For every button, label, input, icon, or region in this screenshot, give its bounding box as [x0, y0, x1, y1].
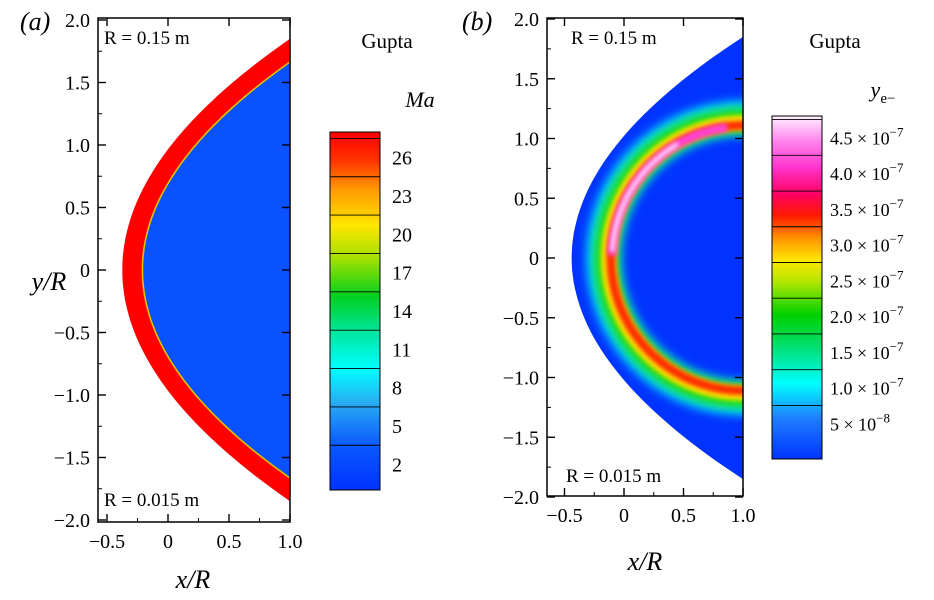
panel-b-colorbar-frame [771, 115, 823, 460]
y-tick-label: −0.5 [54, 323, 90, 345]
panel-a-colorbar [330, 132, 380, 490]
y-tick-label: 1.5 [514, 69, 539, 91]
panel-a-field [122, 20, 291, 520]
colorbar-tick-mantissa: 1.0 × 10 [830, 379, 890, 399]
y-tick-label: −0.5 [503, 308, 539, 330]
y-tick-label: 2.0 [65, 10, 90, 32]
colorbar-tick-mantissa: 4.0 × 10 [830, 164, 890, 184]
panel-a-method-label: Gupta [361, 29, 413, 53]
x-tick-label: −0.5 [546, 505, 582, 527]
panel-a-colorbar-frame [329, 131, 381, 491]
y-tick-label: −2.0 [54, 510, 90, 532]
colorbar-tick-exponent: −7 [890, 339, 904, 354]
panel-b-axes: 2.0 1.5 1.0 0.5 0 −0.5 −1.0 −1.5 −2.0 −0.5 0 0.5 1.0 [503, 9, 756, 527]
colorbar-tick-label: 23 [392, 186, 412, 208]
panel-a-ylabel: y/R [29, 267, 67, 296]
colorbar-tick-mantissa: 2.0 × 10 [830, 307, 890, 327]
colorbar-tick-label: 4.5 × 10−7 [830, 124, 904, 148]
panel-a-axes: 2.01.51.00.50−0.5−1.0−1.5−2.0−0.5 0 0.5 1.0 [54, 10, 303, 553]
colorbar-title-subscript: e− [880, 91, 895, 107]
panel-a-xlabel: x/R [175, 565, 211, 594]
colorbar-tick-label: 5 × 10−8 [830, 410, 890, 434]
colorbar-tick-exponent: −8 [876, 410, 890, 425]
colorbar-tick-label: 8 [392, 378, 402, 400]
colorbar-tick-label: 2.0 × 10−7 [830, 303, 904, 327]
colorbar-tick-exponent: −7 [890, 375, 904, 390]
colorbar-tick-mantissa: 5 × 10 [830, 414, 876, 434]
colorbar-tick-mantissa: 3.5 × 10 [830, 200, 890, 220]
x-tick-label: 0 [163, 531, 173, 553]
colorbar-tick-label: 14 [392, 301, 412, 323]
x-tick-label: 0.5 [217, 531, 242, 553]
y-tick-label: 0.5 [65, 198, 90, 220]
panel-b-xlabel: x/R [627, 547, 663, 576]
y-tick-label: 2.0 [514, 9, 539, 31]
y-tick-label: 0.5 [514, 188, 539, 210]
x-tick-label: 1.0 [278, 531, 303, 553]
panel-b-annotation-bottom: R = 0.015 m [566, 466, 661, 487]
colorbar-tick-mantissa: 1.5 × 10 [830, 343, 890, 363]
colorbar-tick-exponent: −7 [890, 232, 904, 247]
y-tick-label: 1.5 [65, 73, 90, 95]
y-tick-label: −1.0 [503, 368, 539, 390]
electron-peak-core [610, 142, 679, 252]
colorbar-tick-mantissa: 4.5 × 10 [830, 128, 890, 148]
panel-b-colorbar [772, 116, 822, 459]
panel-b-axes-frame [546, 17, 744, 497]
colorbar-tick-label: 5 [392, 416, 402, 438]
panel-a-colorbar-ticks: 26 23 20 17 14 11 8 5 2 [330, 137, 412, 476]
panel-a-colorbar-title: Ma [404, 87, 434, 112]
colorbar-tick-label: 11 [392, 339, 411, 361]
x-tick-label: 1.0 [731, 505, 756, 527]
panel-b-colorbar-ticks: 4.5 × 10−74.0 × 10−73.5 × 10−73.0 × 10−7… [772, 119, 904, 434]
panel-a-annotation-top: R = 0.15 m [104, 28, 190, 49]
y-tick-label: −1.5 [503, 427, 539, 449]
y-tick-label: 1.0 [514, 129, 539, 151]
colorbar-tick-exponent: −7 [890, 160, 904, 175]
y-tick-label: −1.5 [54, 448, 90, 470]
panel-b-method-label: Gupta [809, 29, 861, 53]
x-tick-label: 0 [619, 505, 629, 527]
y-tick-label: 0 [80, 260, 90, 282]
mach-freestream-region [122, 20, 290, 520]
colorbar-tick-mantissa: 2.5 × 10 [830, 271, 890, 291]
y-tick-label: 0 [529, 248, 539, 270]
colorbar-tick-label: 2.5 × 10−7 [830, 267, 904, 291]
colorbar-tick-label: 3.5 × 10−7 [830, 196, 904, 220]
colorbar-tick-label: 17 [392, 263, 412, 285]
mach-shock-layer-region [142, 45, 290, 495]
colorbar-tick-mantissa: 3.0 × 10 [830, 236, 890, 256]
colorbar-tick-label: 26 [392, 148, 412, 170]
colorbar-tick-exponent: −7 [890, 267, 904, 282]
colorbar-tick-label: 1.0 × 10−7 [830, 375, 904, 399]
colorbar-tick-label: 20 [392, 224, 412, 246]
panel-a-annotation-bottom: R = 0.015 m [104, 490, 199, 511]
x-tick-label: 0.5 [671, 505, 696, 527]
mach-shock-line [141, 45, 291, 495]
colorbar-tick-label: 4.0 × 10−7 [830, 160, 904, 184]
colorbar-tick-exponent: −7 [890, 196, 904, 211]
colorbar-tick-exponent: −7 [890, 303, 904, 318]
colorbar-tick-label: 2 [392, 454, 402, 476]
y-tick-label: −2.0 [503, 487, 539, 509]
colorbar-tick-label: 1.5 × 10−7 [830, 339, 904, 363]
y-tick-label: −1.0 [54, 385, 90, 407]
x-tick-label: −0.5 [89, 531, 125, 553]
panel-b-label: (b) [462, 7, 492, 36]
colorbar-tick-exponent: −7 [890, 124, 904, 139]
colorbar-tick-label: 3.0 × 10−7 [830, 232, 904, 256]
panel-b-colorbar-title: ye− [869, 77, 896, 107]
panel-a: (a) 2.01.51.00.50−0.5−1.0−1.5−2.0−0.5 0 0.… [20, 7, 435, 594]
panel-b-annotation-top: R = 0.15 m [571, 28, 657, 49]
colorbar-title-base: y [869, 77, 881, 102]
panel-b: (b) 2.0 1.5 1.0 0.5 0 −0.5 −1.0 −1.5 −2.0 −0.5 0 0.… [462, 7, 904, 576]
panel-b-field [571, 19, 743, 497]
panel-a-label: (a) [20, 7, 50, 36]
y-tick-label: 1.0 [65, 135, 90, 157]
